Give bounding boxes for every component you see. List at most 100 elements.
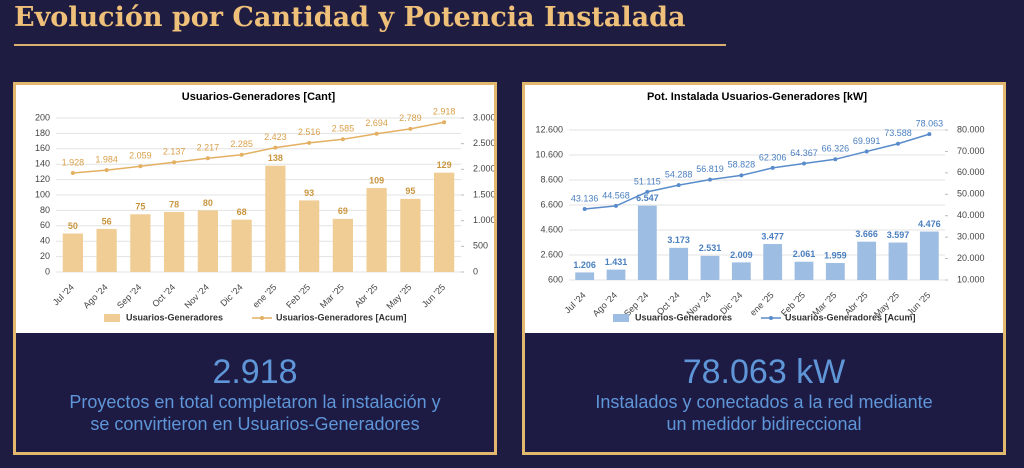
data-label: 2.423: [264, 132, 287, 142]
data-label: 3.173: [667, 235, 690, 245]
data-label: 3.666: [855, 229, 878, 239]
stat-text: un medidor bidireccional: [666, 414, 862, 434]
stat-text: Instalados y conectados a la red mediant…: [595, 392, 933, 412]
data-label: 129: [437, 160, 452, 170]
line-point: [927, 132, 932, 137]
data-label: 64.367: [790, 148, 818, 158]
bar: [731, 262, 751, 280]
y-tick-label: 120: [35, 174, 50, 184]
data-label: 93: [304, 188, 314, 198]
x-tick-label: Sep '24: [115, 282, 143, 310]
y2-tick-label: 40.000: [957, 210, 985, 220]
line-point: [172, 160, 177, 165]
y2-tick-label: 1.500: [473, 189, 494, 199]
legend-label: Usuarios-Generadores: [635, 312, 732, 322]
data-label: 138: [268, 153, 283, 163]
stat: 78.063 kW Instalados y conectados a la r…: [525, 353, 1003, 435]
line: [72, 121, 445, 174]
bar: [575, 272, 595, 280]
card: Usuarios-Generadores [Cant] 0 20 40 60 80 100 1…: [13, 82, 497, 455]
line-point: [239, 152, 244, 157]
x-tick-label: Ago '24: [81, 282, 109, 310]
y2-tick-label: 1.000: [473, 215, 494, 225]
data-label: 95: [405, 186, 415, 196]
line-point: [205, 156, 210, 161]
card: Pot. Instalada Usuarios-Generadores [kW]…: [522, 82, 1006, 455]
data-label: 2.009: [730, 250, 753, 260]
data-label: 66.326: [822, 144, 850, 154]
line-point: [340, 137, 345, 142]
y2-tick-label: 60.000: [957, 167, 985, 177]
x-tick-label: Abr '25: [353, 282, 380, 309]
stat-text: Proyectos en total completaron la instal…: [69, 392, 441, 412]
data-label: 2.137: [163, 147, 186, 157]
y2-tick-label: 20.000: [957, 253, 985, 263]
bar: [763, 244, 783, 280]
data-label: 2.516: [298, 127, 321, 137]
line: [584, 133, 930, 210]
y-tick-label: 10.600: [535, 149, 563, 159]
x-tick-label: Jun '25: [420, 282, 447, 309]
bar: [164, 211, 185, 272]
data-label: 78.063: [916, 119, 944, 129]
line-point: [442, 120, 447, 125]
data-label: 43.136: [571, 193, 599, 203]
bar: [400, 198, 421, 272]
line-point: [104, 168, 109, 173]
legend-label: Usuarios-Generadores: [126, 312, 223, 322]
data-label: 1.928: [62, 157, 85, 167]
x-tick-label: ene '25: [251, 282, 279, 310]
data-label: 2.585: [332, 124, 355, 134]
line-point: [408, 126, 413, 131]
y-tick-label: 6.600: [540, 199, 563, 209]
y-tick-label: 140: [35, 159, 50, 169]
x-tick-label: Oct '24: [150, 282, 177, 309]
y-tick-label: 20: [40, 251, 50, 261]
y2-tick-label: 50.000: [957, 189, 985, 199]
data-label: 2.531: [699, 243, 722, 253]
data-label: 4.476: [918, 219, 941, 229]
data-label: 3.477: [761, 231, 784, 241]
stat-value: 2.918: [212, 353, 298, 391]
data-label: 54.288: [665, 169, 693, 179]
y2-tick-label: 80.000: [957, 124, 985, 134]
y-tick-label: 200: [35, 112, 50, 122]
line-point: [138, 164, 143, 169]
x-tick-label: ene '25: [748, 290, 776, 318]
x-tick-label: Jul '24: [562, 290, 587, 315]
line-point: [802, 161, 806, 166]
data-label: 1.431: [605, 257, 628, 267]
y-tick-label: 2.600: [540, 249, 563, 259]
data-label: 68: [237, 207, 247, 217]
x-tick-label: May '25: [384, 282, 413, 311]
bar: [825, 263, 845, 280]
data-label: 78: [169, 199, 179, 209]
bar: [130, 214, 151, 272]
data-label: 69.991: [853, 136, 881, 146]
y2-tick-label: 10.000: [957, 274, 985, 284]
data-label: 2.918: [433, 107, 456, 117]
y2-tick-label: 70.000: [957, 146, 985, 156]
data-label: 109: [369, 175, 384, 185]
y-tick-label: 600: [548, 274, 563, 284]
stat-text: se convirtieron en Usuarios-Generadores: [90, 414, 420, 434]
line-point: [582, 206, 587, 211]
bar: [606, 269, 626, 280]
stat: 2.918 Proyectos en total completaron la …: [16, 353, 494, 435]
y-tick-label: 12.600: [535, 124, 563, 134]
y2-tick-label: 2.000: [473, 164, 494, 174]
bar: [366, 188, 387, 272]
y-tick-label: 4.600: [540, 224, 563, 234]
data-label: 56: [102, 216, 112, 226]
line-point: [770, 165, 775, 170]
line-point: [614, 203, 618, 208]
legend-swatch: [104, 314, 120, 322]
y2-tick-label: 0: [473, 266, 478, 276]
title-rule: [14, 44, 726, 46]
chart-title: Usuarios-Generadores [Cant]: [182, 91, 336, 103]
data-label: 2.061: [793, 249, 816, 259]
x-tick-label: Nov '24: [183, 282, 211, 310]
data-label: 3.597: [887, 230, 910, 240]
bar: [197, 210, 218, 272]
